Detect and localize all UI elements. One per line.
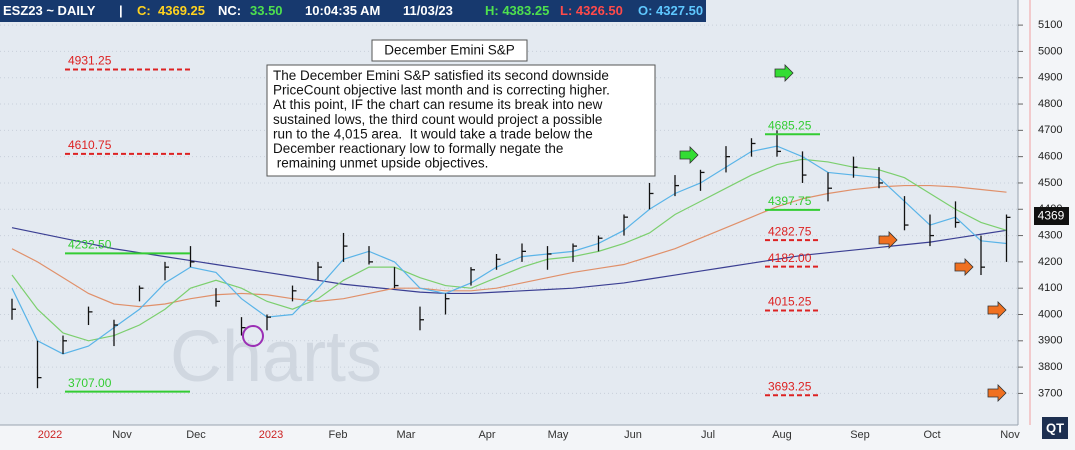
annotation-line: December reactionary low to formally neg… [273, 141, 563, 156]
annotation-line: run to the 4,015 area. It would take a t… [273, 126, 593, 141]
moving-average [11, 158, 1007, 342]
y-tick-label: 4200 [1038, 256, 1062, 268]
x-tick-label: 2023 [259, 429, 283, 441]
y-tick-label: 4500 [1038, 177, 1062, 189]
header-item: C: [137, 3, 151, 18]
header-item: 4369.25 [158, 3, 205, 18]
x-axis: 2022 Nov Dec 2023 Feb Mar Apr May Jun Jul Aug Sep Oc… [38, 429, 1021, 441]
title-box [371, 39, 528, 62]
watermark: Charts [170, 317, 382, 397]
moving-average [11, 184, 1007, 308]
level-label: 4397.75 [768, 194, 812, 208]
x-tick-label: 2022 [38, 429, 62, 441]
annotation-line: The December Emini S&P satisfied its sec… [273, 68, 609, 83]
header: ESZ23 ~ DAILY | C: 4369.25 NC: 33.50 10:04:35 … [3, 3, 703, 18]
plot-area [0, 0, 1018, 425]
y-tick-label: 4800 [1038, 98, 1062, 110]
level-label: 4182.00 [768, 251, 812, 265]
y-tick-label: 4000 [1038, 308, 1062, 320]
header-item: | [119, 3, 123, 18]
arrow [987, 301, 1007, 319]
arrow [774, 64, 794, 82]
arrow [954, 258, 974, 276]
levels: 4931.25 4610.75 4232.50 3707.00 4685.25 4397.… [65, 54, 820, 397]
y-tick-label: 5000 [1038, 45, 1062, 57]
annotation-line: At this point, IF the chart can resume i… [273, 97, 603, 112]
x-tick-label: Sep [850, 429, 870, 441]
x-tick-label: Dec [186, 429, 206, 441]
moving-average [11, 227, 1007, 295]
level-label: 3693.25 [768, 379, 812, 393]
x-tick-label: Oct [923, 429, 940, 441]
x-tick-label: Jul [701, 429, 715, 441]
x-tick-label: Mar [397, 429, 416, 441]
level-label: 3707.00 [68, 376, 112, 390]
annotation-box [266, 64, 656, 177]
x-tick-label: May [548, 429, 569, 441]
last-price-label: 4369 [1038, 209, 1065, 223]
y-tick-label: 3700 [1038, 387, 1062, 399]
header-bar [0, 0, 706, 22]
last-price-badge [1034, 207, 1069, 225]
y-tick-label: 3800 [1038, 361, 1062, 373]
y-tick-label: 4600 [1038, 151, 1062, 163]
annotation-line: sustained lows, the third count would pr… [273, 112, 602, 127]
x-tick-label: Nov [112, 429, 132, 441]
annotation-line: remaining unmet upside objectives. [273, 156, 488, 171]
arrow [878, 231, 898, 249]
level-label: 4685.25 [768, 118, 812, 132]
y-axis: 3700380039004000410042004300440045004600… [1018, 19, 1062, 399]
level-label: 4610.75 [68, 138, 112, 152]
y-tick-label: 3900 [1038, 335, 1062, 347]
header-item: ESZ23 ~ DAILY [3, 3, 96, 18]
logo [1042, 417, 1068, 439]
logo-text: QT [1046, 420, 1064, 435]
header-item: NC: [218, 3, 241, 18]
y-tick-label: 4300 [1038, 229, 1062, 241]
level-label: 4015.25 [768, 295, 812, 309]
x-tick-label: Apr [478, 429, 495, 441]
arrow [679, 146, 699, 164]
x-tick-label: Nov [1000, 429, 1020, 441]
level-label: 4931.25 [68, 54, 112, 68]
arrow [987, 384, 1007, 402]
x-tick-label: Jun [624, 429, 642, 441]
annotation-line: PriceCount objective last month and is c… [273, 83, 610, 98]
level-label: 4282.75 [768, 224, 812, 238]
x-tick-label: Feb [329, 429, 348, 441]
moving-averages [11, 145, 1007, 355]
header-item: L: 4326.50 [560, 3, 623, 18]
header-item: 33.50 [250, 3, 283, 18]
level-label: 4232.50 [68, 238, 112, 252]
annotation: The December Emini S&P satisfied its sec… [273, 68, 610, 171]
moving-average [11, 145, 1007, 355]
x-tick-label: Aug [772, 429, 792, 441]
y-tick-label: 4700 [1038, 124, 1062, 136]
y-tick-label: 4100 [1038, 282, 1062, 294]
chart-title: December Emini S&P [384, 43, 515, 58]
arrows [679, 64, 1007, 402]
header-item: H: 4383.25 [485, 3, 549, 18]
price-bars [11, 130, 1011, 389]
header-item: 11/03/23 [403, 3, 453, 18]
y-tick-label: 5100 [1038, 19, 1062, 31]
y-tick-label: 4900 [1038, 72, 1062, 84]
header-item: 10:04:35 AM [305, 3, 380, 18]
header-item: O: 4327.50 [638, 3, 703, 18]
highlight-circle [242, 325, 264, 347]
